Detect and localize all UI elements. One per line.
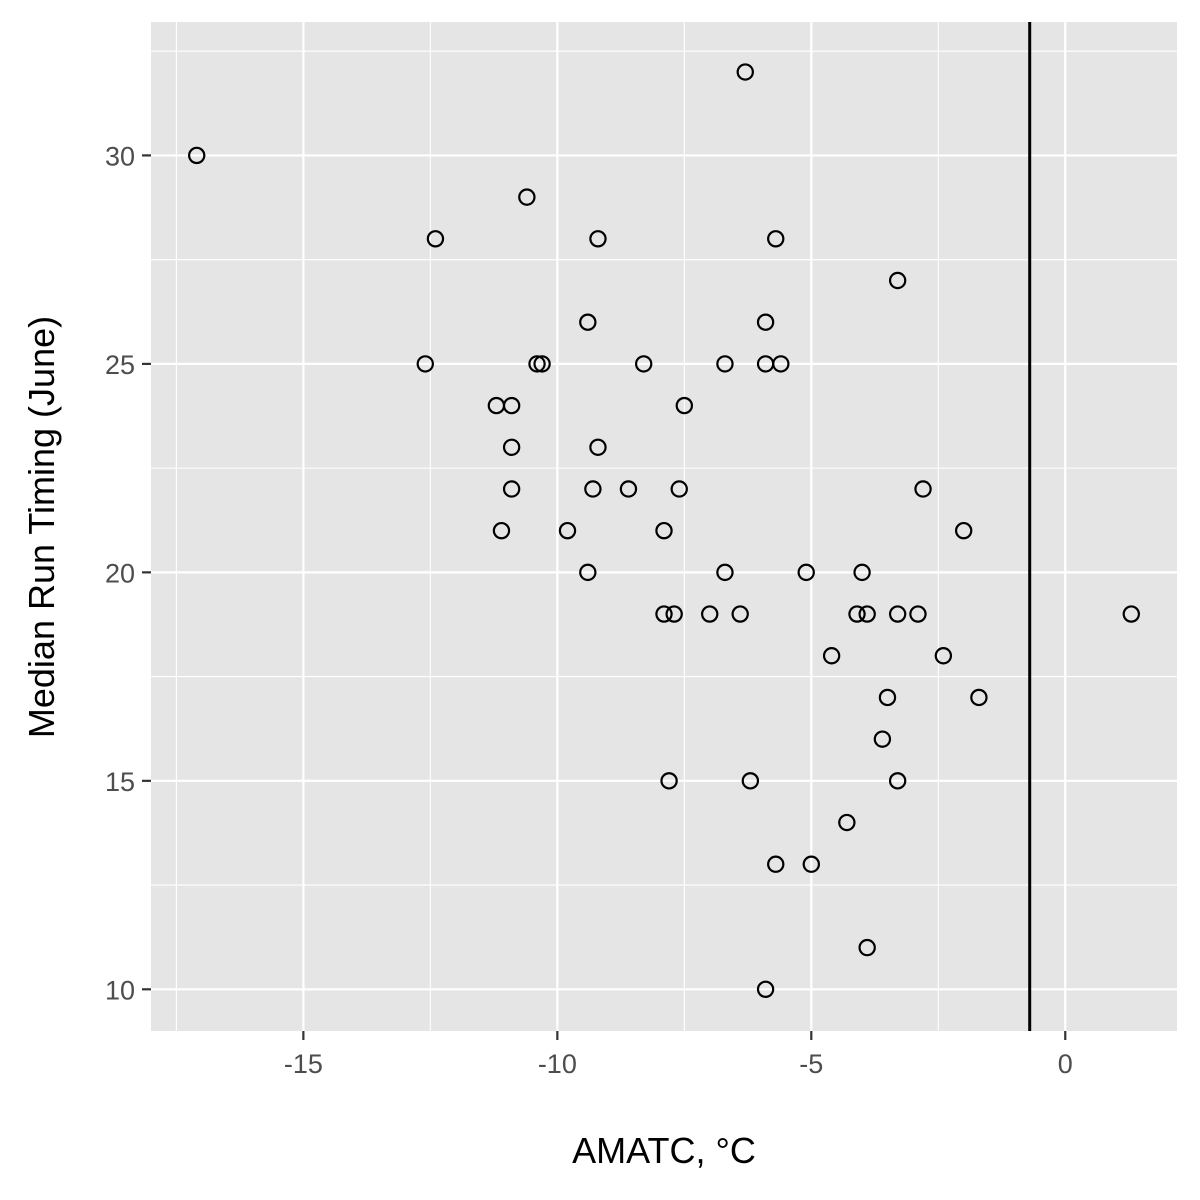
data-point (731, 605, 749, 623)
data-point (660, 772, 678, 790)
data-point (858, 605, 876, 623)
data-point (655, 521, 673, 540)
data-point (502, 438, 521, 456)
x-axis-title: AMATC, °C (572, 1130, 756, 1171)
x-axis-ticks: -15 -10 -5 0 (284, 1031, 1073, 1079)
y-tick-label: 30 (105, 141, 135, 171)
data-point (858, 938, 876, 957)
y-axis-title: Median Run Timing (June) (21, 316, 62, 738)
data-point (634, 355, 653, 373)
data-point (888, 605, 907, 623)
plot-panel (151, 22, 1177, 1031)
data-point (716, 563, 734, 582)
data-point (767, 230, 785, 248)
data-point (675, 396, 694, 415)
data-point (528, 355, 546, 373)
data-point (701, 605, 719, 623)
y-tick-label: 10 (105, 975, 135, 1005)
minor-gridlines (151, 22, 1177, 1031)
data-point (970, 688, 988, 707)
data-point (853, 563, 871, 582)
data-point (589, 438, 607, 456)
x-tick-label: -15 (284, 1049, 323, 1079)
x-tick-label: 0 (1058, 1049, 1073, 1079)
data-point (188, 146, 206, 165)
data-point (579, 313, 597, 331)
data-point (716, 355, 734, 373)
data-point (665, 605, 683, 623)
data-point (579, 563, 597, 582)
data-point (518, 188, 536, 206)
data-point (909, 605, 927, 623)
data-point (502, 480, 521, 498)
x-tick-label: -10 (538, 1049, 577, 1079)
data-point (502, 396, 521, 415)
data-point (888, 271, 907, 290)
data-point (797, 563, 815, 582)
data-point (802, 855, 820, 873)
y-axis-ticks: 10 15 20 25 30 (105, 141, 151, 1005)
data-point (1122, 605, 1140, 623)
data-point (589, 230, 607, 248)
y-tick-label: 15 (105, 767, 135, 797)
data-point (954, 521, 973, 540)
data-point (426, 230, 445, 248)
data-point (767, 855, 785, 873)
data-point (914, 480, 932, 498)
major-gridlines (151, 22, 1177, 1031)
data-point (558, 521, 577, 540)
x-tick-label: -5 (799, 1049, 823, 1079)
data-point (416, 355, 434, 373)
data-point (822, 647, 841, 665)
y-tick-label: 25 (105, 350, 135, 380)
data-point (736, 63, 754, 81)
data-point (848, 605, 866, 623)
data-point (533, 355, 551, 373)
y-tick-label: 20 (105, 558, 135, 588)
data-point (838, 813, 856, 832)
data-point (619, 480, 638, 498)
data-point (584, 480, 602, 498)
data-point (878, 688, 897, 707)
data-point (756, 980, 775, 999)
data-points (188, 63, 1140, 999)
data-point (934, 647, 953, 665)
data-point (772, 355, 790, 373)
data-point (670, 480, 688, 498)
data-point (888, 772, 907, 790)
data-point (655, 605, 673, 623)
data-point (741, 772, 760, 790)
data-point (873, 730, 892, 748)
data-point (756, 313, 775, 331)
data-point (492, 521, 511, 540)
